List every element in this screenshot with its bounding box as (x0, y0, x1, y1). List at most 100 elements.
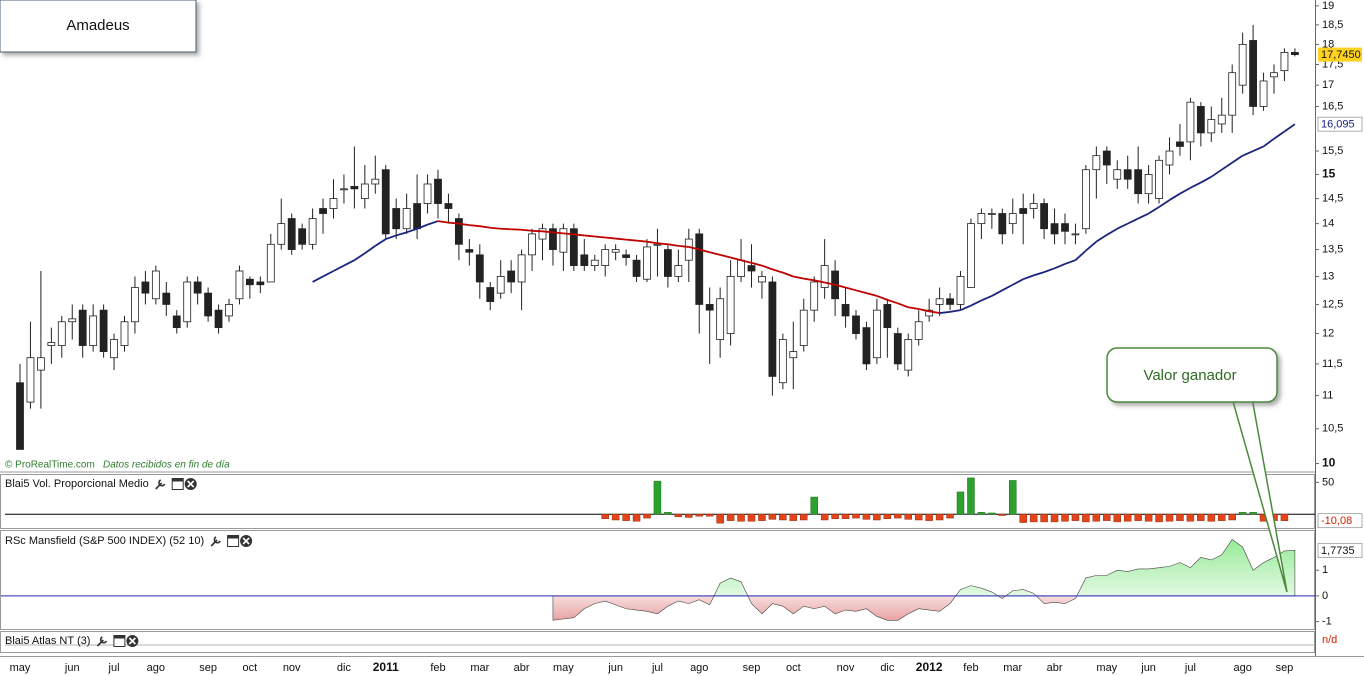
bar (988, 512, 996, 515)
moving-average (678, 244, 689, 248)
candle-body (329, 198, 338, 209)
candle-body (883, 304, 892, 329)
bar (1123, 514, 1132, 522)
title-box (0, 0, 197, 53)
candle-body (371, 178, 380, 185)
candle-body (120, 321, 129, 346)
moving-average (1116, 222, 1129, 230)
candle-body (1113, 169, 1122, 180)
candle-body (1186, 101, 1195, 143)
moving-average (1148, 206, 1160, 215)
moving-average (469, 224, 480, 228)
candle-body (1144, 174, 1153, 195)
moving-average (1189, 181, 1202, 189)
moving-average (740, 259, 752, 264)
bar (747, 514, 756, 522)
moving-average (1179, 187, 1191, 195)
moving-average (1001, 283, 1014, 292)
candle-body (266, 243, 275, 283)
bar (779, 514, 787, 521)
y-tick-label: 13 (1322, 270, 1334, 282)
moving-average (667, 243, 679, 247)
candle-body (1029, 203, 1038, 209)
candle-body (590, 259, 599, 266)
moving-average (1221, 161, 1233, 171)
candle-body (402, 208, 411, 230)
moving-average (1283, 123, 1296, 133)
moving-average (427, 220, 439, 226)
x-tick-label: oct (786, 662, 801, 674)
x-tick-label: nov (283, 662, 301, 674)
candle-body (308, 218, 317, 245)
candle-body (538, 228, 547, 240)
window-icon[interactable] (227, 535, 240, 547)
moving-average (1085, 240, 1097, 252)
candle-body (1155, 159, 1163, 200)
candle-body (235, 270, 244, 300)
settings-icon[interactable] (96, 636, 108, 647)
last-value-box (1317, 116, 1363, 132)
bar (685, 514, 693, 518)
bar (977, 512, 986, 515)
x-tick-label: jul (108, 662, 120, 674)
bar (1238, 512, 1247, 515)
candle-body (183, 281, 192, 323)
x-tick-label: ago (1233, 662, 1251, 674)
moving-average (866, 292, 878, 297)
candle-body (141, 281, 150, 294)
bar (1050, 514, 1059, 523)
moving-average (1043, 267, 1055, 273)
bar (1186, 514, 1195, 522)
candle-body (611, 249, 620, 253)
candle-body (1019, 208, 1028, 214)
candle-body (528, 233, 536, 256)
candle-body (1249, 40, 1257, 107)
moving-average (970, 299, 982, 307)
moving-average (1210, 168, 1223, 178)
moving-average (521, 228, 533, 232)
candle-body (1207, 119, 1216, 134)
last-value-label: 1,7735 (1321, 545, 1355, 557)
candle-body (569, 228, 578, 266)
candle-body (674, 265, 683, 277)
close-icon[interactable] (184, 478, 197, 490)
moving-average (803, 277, 815, 282)
x-tick-label: jun (64, 662, 80, 674)
settings-icon[interactable] (155, 479, 166, 490)
close-x (128, 637, 136, 645)
panel-title: RSc Mansfield (S&P 500 INDEX) (52 10) (5, 535, 204, 547)
bar (758, 514, 766, 521)
y-tick-label: 18 (1322, 38, 1334, 50)
window-bar (113, 635, 125, 639)
x-tick-label: ago (147, 662, 165, 674)
moving-average (374, 238, 387, 247)
panel-border (0, 530, 1315, 630)
moving-average (814, 279, 825, 284)
candle-body (1238, 44, 1247, 86)
bar (894, 514, 902, 519)
window-icon[interactable] (171, 478, 184, 490)
moving-average (584, 234, 595, 238)
moving-average (312, 275, 324, 283)
candle-body (465, 249, 474, 253)
close-icon[interactable] (240, 535, 253, 547)
moving-average (1273, 130, 1285, 140)
close-icon[interactable] (126, 635, 139, 647)
candle-body (1270, 72, 1278, 78)
area (552, 538, 1296, 621)
bar (611, 514, 620, 521)
candle-body (507, 270, 516, 283)
candle-body (1134, 169, 1143, 195)
close-x (242, 537, 250, 545)
bar (1144, 514, 1153, 522)
moving-average (353, 252, 366, 261)
candle-body (1061, 223, 1069, 232)
bar (925, 514, 933, 521)
window-icon[interactable] (113, 635, 126, 647)
chart-title: Amadeus (66, 17, 129, 34)
settings-icon[interactable] (210, 536, 221, 547)
moving-average (657, 242, 668, 246)
candle-body (298, 228, 307, 245)
moving-average (615, 237, 627, 241)
